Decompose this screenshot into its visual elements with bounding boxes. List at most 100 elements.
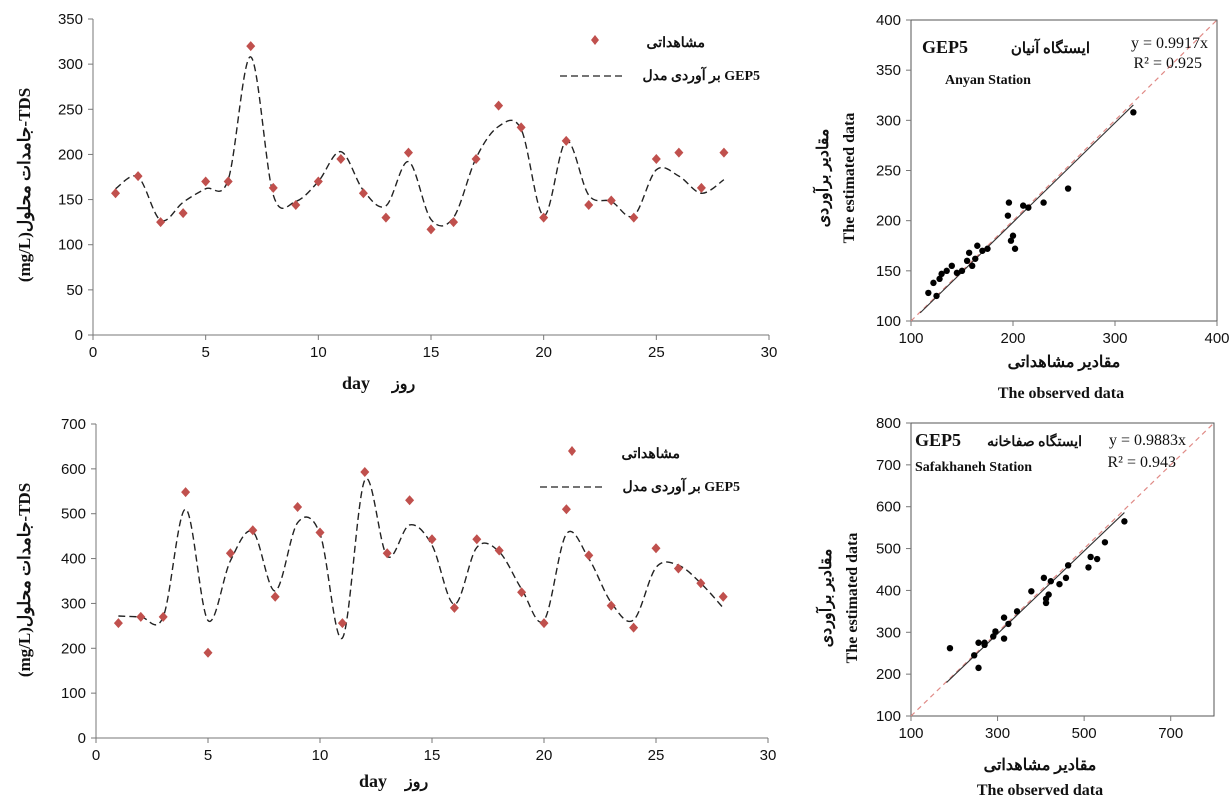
scatter-point	[1040, 574, 1048, 582]
observed-point	[606, 600, 616, 611]
station-subtitle: Safakhaneh Station	[915, 460, 1032, 475]
scatter-point	[981, 639, 988, 646]
observed-point	[113, 618, 123, 629]
observed-point	[539, 212, 549, 223]
scatter-point	[1056, 580, 1063, 588]
plot-frame	[910, 422, 1215, 717]
observed-point	[403, 147, 413, 158]
legend-model-label: بر آوردی مدل GEP5	[622, 477, 740, 495]
station-subtitle: Anyan Station	[945, 73, 1031, 88]
y-axis-label-en: The estimated data	[841, 113, 858, 244]
observed-point	[517, 587, 527, 598]
observed-point	[268, 182, 278, 193]
y-tick-label: 100	[876, 708, 901, 725]
y-tick-label: 100	[58, 237, 83, 254]
observed-point	[471, 153, 481, 164]
x-tick-label: 5	[204, 747, 212, 764]
y-tick-label: 700	[876, 457, 901, 474]
y-tick-label: 300	[876, 112, 901, 129]
scatter-point	[970, 652, 978, 659]
model-curve	[115, 56, 725, 227]
scatter-point	[974, 242, 981, 249]
scatter-point	[1093, 555, 1101, 563]
observed-point	[427, 534, 437, 545]
legend-observed-marker	[568, 446, 576, 456]
x-tick-label: 300	[1102, 330, 1127, 347]
y-tick-label: 0	[78, 730, 86, 747]
y-tick-label: 300	[58, 56, 83, 73]
scatter-point	[1007, 237, 1015, 244]
y-tick-label: 400	[876, 12, 901, 29]
observed-point	[719, 147, 729, 158]
scatter-point	[958, 267, 966, 275]
y-axis-label-fa: مقادیر برآوردی	[814, 549, 836, 648]
x-tick-label: 25	[648, 747, 665, 764]
scatter-point	[925, 289, 932, 297]
observed-point	[516, 122, 526, 133]
observed-point	[133, 171, 143, 182]
observed-point	[158, 611, 168, 622]
scatter-point	[1005, 199, 1013, 206]
scatter-point	[1004, 212, 1012, 219]
scatter-point	[1101, 539, 1109, 546]
scatter-point	[943, 267, 950, 275]
y-tick-label: 200	[876, 666, 901, 683]
observed-point	[561, 135, 571, 146]
observed-point	[336, 153, 346, 164]
observed-point	[111, 188, 121, 199]
observed-point	[539, 618, 549, 629]
observed-point	[291, 199, 301, 210]
legend-model-label: بر آوردی مدل GEP5	[642, 66, 760, 84]
observed-point	[337, 618, 347, 629]
station-title-fa: ایستگاه صفاخانه	[987, 433, 1082, 450]
y-axis-label-fa: مقادیر برآوردی	[811, 129, 833, 228]
y-tick-label: 400	[61, 551, 86, 568]
y-tick-label: 700	[61, 416, 86, 433]
y-tick-label: 150	[58, 192, 83, 209]
model-title: GEP5	[915, 430, 961, 450]
fit-equation: y = 0.9883x	[1109, 432, 1186, 449]
scatter-point	[1009, 232, 1017, 239]
y-tick-label: 300	[876, 624, 901, 641]
observed-point	[651, 543, 661, 554]
observed-point	[651, 153, 661, 164]
y-tick-label: 800	[876, 415, 901, 432]
scatter-point	[1121, 518, 1128, 525]
x-axis-label-fa: مقادیر مشاهداتی	[984, 757, 1097, 775]
observed-point	[606, 195, 616, 206]
observed-point	[629, 622, 639, 633]
y-tick-label: 0	[75, 327, 83, 344]
scatter-point	[930, 279, 937, 287]
observed-point	[673, 563, 683, 574]
observed-point	[449, 217, 459, 228]
scatter-point	[1011, 245, 1019, 252]
x-tick-label: 500	[1072, 725, 1097, 742]
x-tick-label: 30	[761, 344, 778, 361]
scatter-point	[1130, 109, 1137, 116]
x-tick-label: 100	[898, 330, 923, 347]
y-tick-label: 200	[58, 146, 83, 163]
scatter-point	[933, 292, 940, 300]
x-tick-label: 15	[424, 747, 441, 764]
x-axis-label-fa: مقادیر مشاهداتی	[1008, 354, 1121, 372]
observed-point	[203, 647, 213, 658]
model-title: GEP5	[922, 37, 968, 57]
y-tick-label: 200	[876, 213, 901, 230]
scatter-point	[1000, 635, 1008, 642]
observed-point	[718, 591, 728, 602]
observed-point	[136, 611, 146, 622]
scatter-point	[948, 262, 955, 270]
scatter-point	[1005, 620, 1012, 628]
x-tick-label: 400	[1204, 330, 1229, 347]
x-axis-label-en: The observed data	[998, 385, 1124, 402]
y-tick-label: 500	[876, 541, 901, 558]
observed-point	[381, 212, 391, 223]
x-tick-label: 0	[92, 747, 100, 764]
y-axis-label: (mg/L)جامدات محلول-TDS	[15, 88, 35, 282]
scatter-point	[1028, 588, 1035, 595]
observed-point	[696, 578, 706, 589]
